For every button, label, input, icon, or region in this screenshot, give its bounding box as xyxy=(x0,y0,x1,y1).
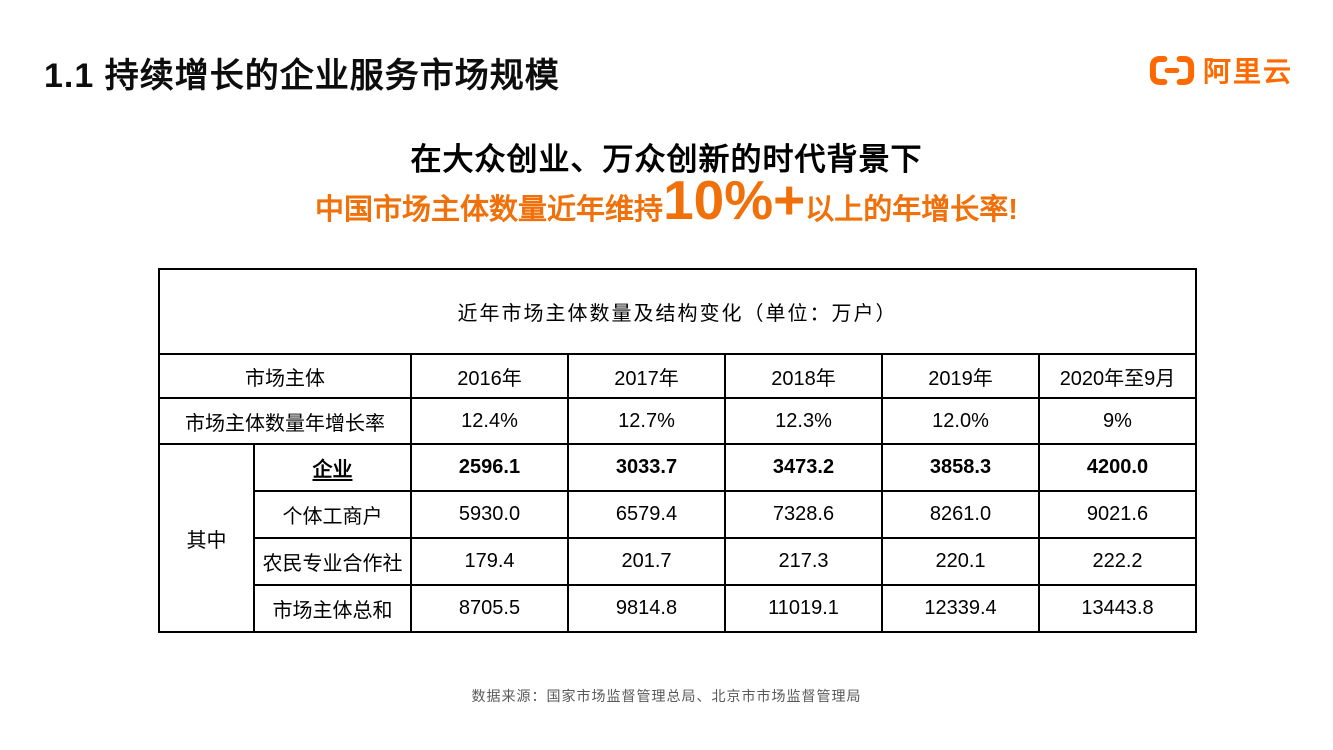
table-cell: 5930.0 xyxy=(410,490,569,539)
header-year: 2018年 xyxy=(724,353,883,399)
table-cell: 3033.7 xyxy=(567,443,726,492)
table-cell: 12.3% xyxy=(724,397,883,445)
row-label: 市场主体数量年增长率 xyxy=(158,397,412,445)
table-cell: 11019.1 xyxy=(724,584,883,633)
logo-text: 阿里云 xyxy=(1202,56,1293,87)
alibaba-cloud-logo: 阿里云 xyxy=(1148,50,1293,90)
headline: 在大众创业、万众创新的时代背景下 xyxy=(410,142,923,177)
row-label: 农民专业合作社 xyxy=(253,537,412,586)
subheadline-suffix: 以上的年增长率! xyxy=(805,194,1018,226)
row-label: 市场主体总和 xyxy=(253,584,412,633)
row-label: 企业 xyxy=(253,443,412,492)
row-label: 个体工商户 xyxy=(253,490,412,539)
table-cell: 3473.2 xyxy=(724,443,883,492)
table-cell: 12.0% xyxy=(881,397,1040,445)
table-cell: 3858.3 xyxy=(881,443,1040,492)
table-cell: 201.7 xyxy=(567,537,726,586)
header-label: 市场主体 xyxy=(158,353,412,399)
subheadline-big-number: 10%+ xyxy=(663,169,806,231)
table-cell: 8705.5 xyxy=(410,584,569,633)
table-cell: 9% xyxy=(1038,397,1197,445)
header-year: 2016年 xyxy=(410,353,569,399)
farmer-coop-row: 农民专业合作社 179.4 201.7 217.3 220.1 222.2 xyxy=(159,537,1197,586)
table-cell: 12.4% xyxy=(410,397,569,445)
enterprise-row: 其中 企业 2596.1 3033.7 3473.2 3858.3 4200.0 xyxy=(158,443,1197,633)
header-year: 2017年 xyxy=(567,353,726,399)
table-cell: 220.1 xyxy=(881,537,1040,586)
table-cell: 179.4 xyxy=(410,537,569,586)
individual-business-row: 个体工商户 5930.0 6579.4 7328.6 8261.0 9021.6 xyxy=(159,490,1197,539)
table-cell: 12.7% xyxy=(567,397,726,445)
table-title: 近年市场主体数量及结构变化（单位：万户） xyxy=(158,268,1197,355)
header-year: 2019年 xyxy=(881,353,1040,399)
group-label: 其中 xyxy=(158,443,255,633)
table-title-row: 近年市场主体数量及结构变化（单位：万户） xyxy=(158,268,1197,355)
table-cell: 8261.0 xyxy=(881,490,1040,539)
total-row: 市场主体总和 8705.5 9814.8 11019.1 12339.4 134… xyxy=(159,584,1197,633)
table-header-row: 市场主体 2016年 2017年 2018年 2019年 2020年至9月 xyxy=(158,353,1197,399)
table-cell: 7328.6 xyxy=(724,490,883,539)
table-cell: 4200.0 xyxy=(1038,443,1197,492)
data-source-note: 数据来源：国家市场监督管理总局、北京市市场监督管理局 xyxy=(471,690,862,705)
table-cell: 12339.4 xyxy=(881,584,1040,633)
subheadline: 中国市场主体数量近年维持10%+以上的年增长率! xyxy=(0,168,1333,242)
header-year: 2020年至9月 xyxy=(1038,353,1197,399)
table-cell: 9814.8 xyxy=(567,584,726,633)
market-entities-table: 近年市场主体数量及结构变化（单位：万户） 市场主体 2016年 2017年 20… xyxy=(158,268,1197,633)
table-cell: 217.3 xyxy=(724,537,883,586)
table-cell: 6579.4 xyxy=(567,490,726,539)
table-cell: 2596.1 xyxy=(410,443,569,492)
subheadline-prefix: 中国市场主体数量近年维持 xyxy=(315,194,664,226)
table-cell: 9021.6 xyxy=(1038,490,1197,539)
table-cell: 222.2 xyxy=(1038,537,1197,586)
growth-rate-row: 市场主体数量年增长率 12.4% 12.7% 12.3% 12.0% 9% xyxy=(158,397,1197,445)
table-cell: 13443.8 xyxy=(1038,584,1197,633)
alibaba-cloud-brackets-icon xyxy=(1148,54,1196,87)
page-title: 1.1 持续增长的企业服务市场规模 xyxy=(44,57,560,95)
